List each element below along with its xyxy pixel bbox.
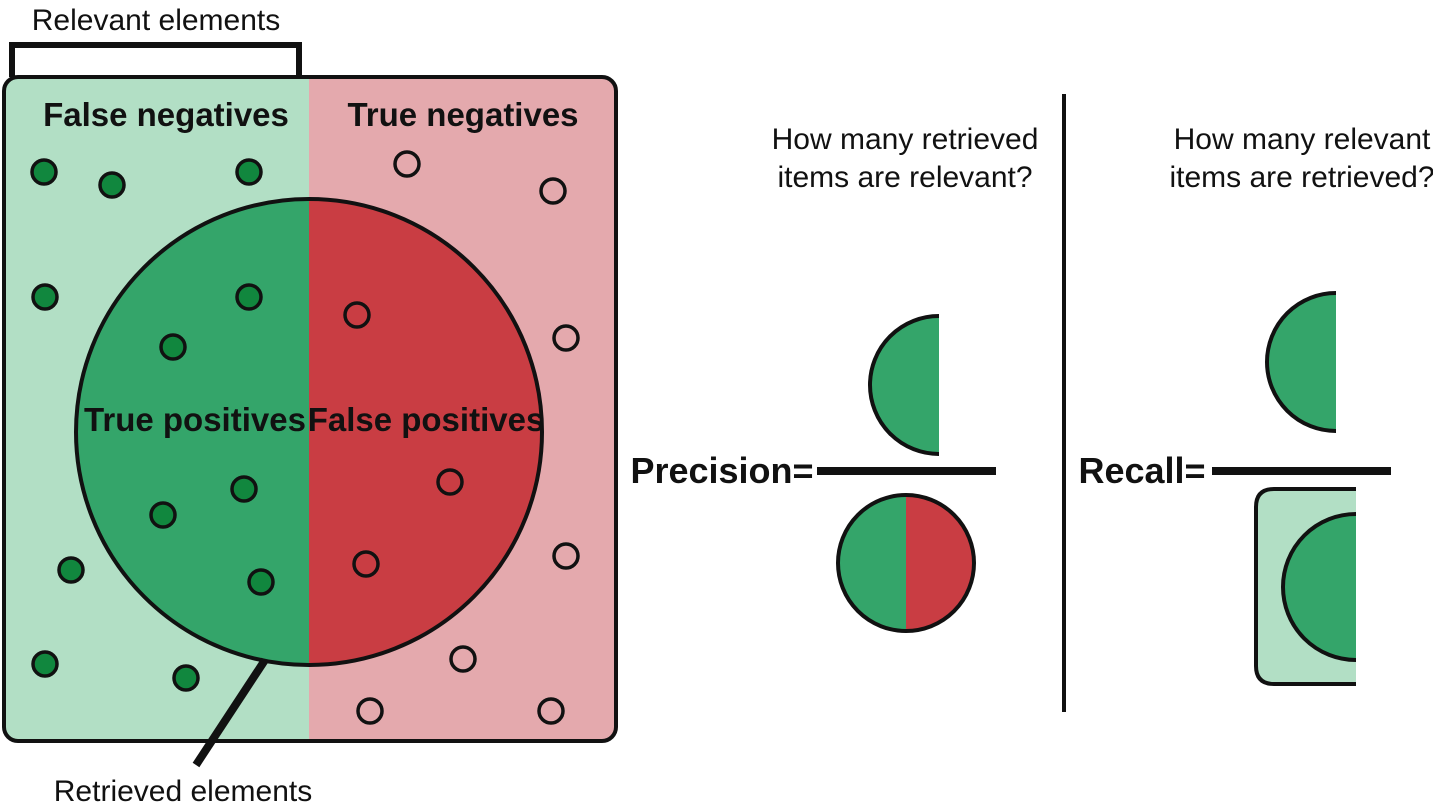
recall-denominator-box-outline: [1254, 487, 1356, 686]
true-positives-label: True positives: [84, 401, 306, 438]
nonrelevant-item-dot: [552, 324, 580, 352]
precision-denominator-green: [838, 495, 906, 631]
nonrelevant-item-dot: [539, 177, 567, 205]
nonrelevant-item-dot: [552, 542, 580, 570]
recall-question-line1: How many relevant: [1174, 123, 1431, 156]
precision-numerator-outline: [868, 314, 940, 456]
relevant-item-dot: [31, 650, 59, 678]
true-negatives-label: True negatives: [347, 96, 578, 133]
recall-denominator-half: [1283, 514, 1356, 660]
nonrelevant-item-dot: [393, 150, 421, 178]
precision-question-line2: items are relevant?: [777, 161, 1032, 194]
item-dots: [30, 150, 580, 725]
relevant-item-dot: [57, 556, 85, 584]
precision-question-line1: How many retrieved: [772, 123, 1039, 156]
relevant-item-dot: [149, 501, 177, 529]
retrieved-circle-outline: [74, 197, 544, 667]
nonrelevant-item-dot: [356, 697, 384, 725]
nonrelevant-item-dot: [343, 301, 371, 329]
relevant-item-dot: [235, 283, 263, 311]
nonrelevant-item-dot: [436, 468, 464, 496]
recall-numerator-outline: [1265, 291, 1337, 433]
relevant-bracket: [9, 42, 302, 77]
recall-question-line2: items are retrieved?: [1169, 161, 1433, 194]
relevant-item-dot: [31, 283, 59, 311]
precision-numerator-half: [870, 316, 939, 454]
relevant-item-dot: [247, 568, 275, 596]
precision-label: Precision=: [630, 450, 813, 491]
nonrelevant-item-dot: [449, 645, 477, 673]
recall-denominator-half-outline: [1281, 512, 1357, 662]
relevant-item-dot: [159, 333, 187, 361]
relevant-item-dot: [235, 158, 263, 186]
nonrelevant-item-dot: [537, 697, 565, 725]
relevant-item-dot: [30, 158, 58, 186]
recall-numerator-half: [1267, 293, 1336, 431]
false-negatives-label: False negatives: [43, 96, 289, 133]
nonrelevant-item-dot: [352, 550, 380, 578]
relevant-item-dot: [230, 475, 258, 503]
false-positives-label: False positives: [308, 401, 545, 438]
recall-label: Recall=: [1078, 450, 1205, 491]
main-box-outline: [2, 75, 618, 743]
precision-denominator-outline: [836, 493, 976, 633]
relevant-elements-label: Relevant elements: [32, 4, 280, 37]
retrieved-pointer: [192, 657, 269, 768]
relevant-item-dot: [98, 171, 126, 199]
retrieved-elements-label: Retrieved elements: [54, 775, 312, 808]
relevant-item-dot: [172, 664, 200, 692]
precision-denominator-red: [906, 495, 974, 631]
